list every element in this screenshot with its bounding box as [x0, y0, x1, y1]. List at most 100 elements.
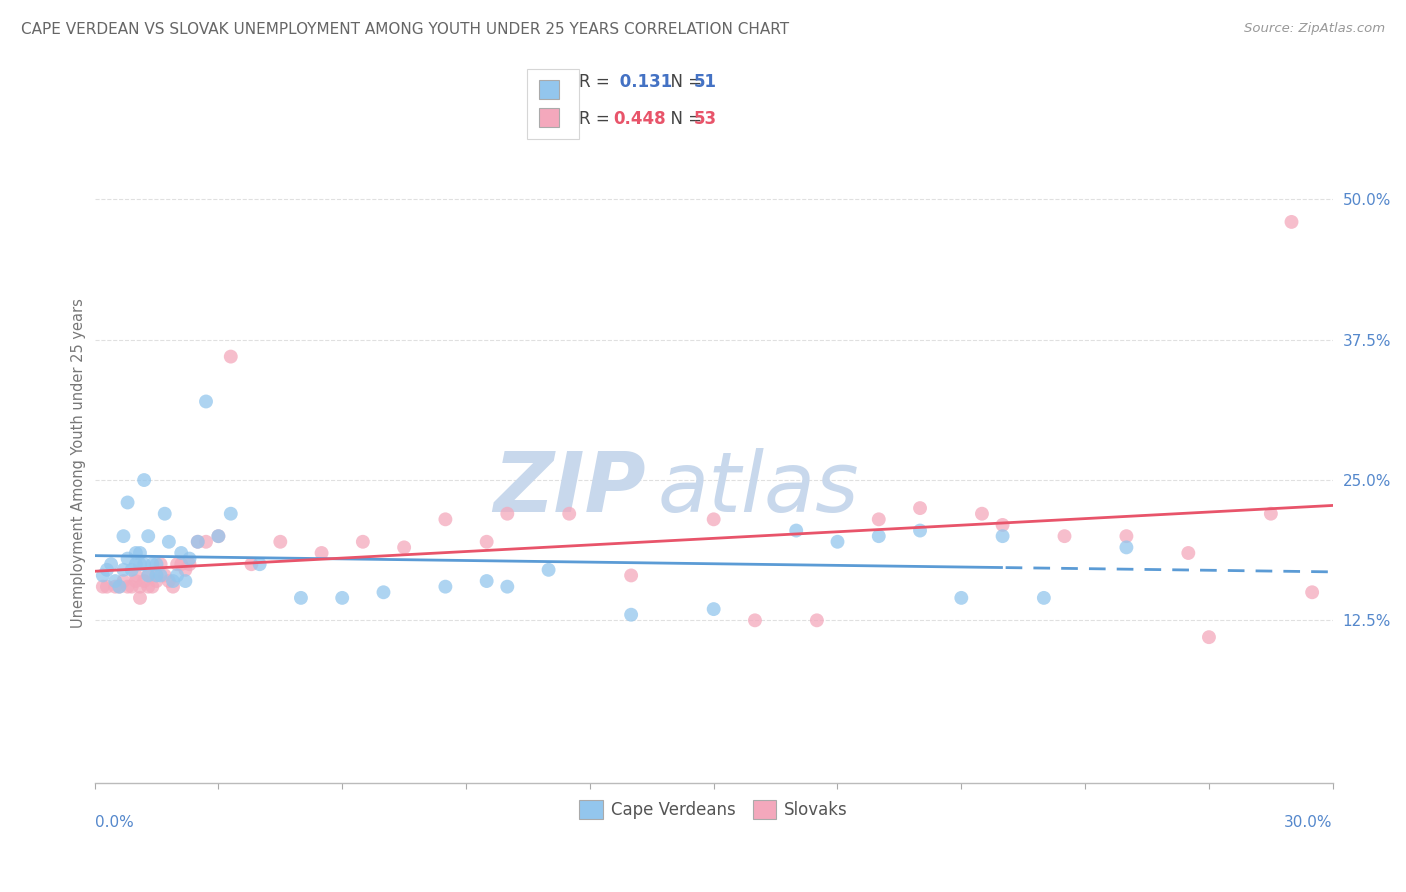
Legend: Cape Verdeans, Slovaks: Cape Verdeans, Slovaks — [572, 793, 855, 826]
Text: 0.448: 0.448 — [614, 111, 666, 128]
Point — [1260, 507, 1282, 521]
Point — [149, 568, 172, 582]
Point — [373, 585, 395, 599]
Point — [136, 580, 159, 594]
Point — [125, 558, 148, 572]
Point — [991, 517, 1014, 532]
Point — [96, 580, 118, 594]
Point — [219, 350, 242, 364]
Point — [104, 574, 127, 588]
Point — [620, 607, 643, 622]
Point — [132, 558, 155, 572]
Text: R =: R = — [579, 73, 614, 91]
Point — [496, 507, 519, 521]
Point — [166, 558, 188, 572]
Point — [129, 558, 152, 572]
Point — [950, 591, 973, 605]
Point — [166, 568, 188, 582]
Point — [1053, 529, 1076, 543]
Point — [290, 591, 312, 605]
Text: 0.131: 0.131 — [614, 73, 672, 91]
Point — [311, 546, 333, 560]
Point — [108, 580, 131, 594]
Point — [1032, 591, 1054, 605]
Text: 51: 51 — [695, 73, 717, 91]
Point — [112, 574, 135, 588]
Text: R =: R = — [579, 111, 614, 128]
Point — [112, 563, 135, 577]
Point — [145, 574, 167, 588]
Point — [162, 574, 184, 588]
Point — [827, 534, 849, 549]
Point — [187, 534, 209, 549]
Point — [145, 568, 167, 582]
Point — [744, 613, 766, 627]
Point — [179, 558, 201, 572]
Text: N =: N = — [659, 73, 707, 91]
Point — [132, 473, 155, 487]
Point — [104, 580, 127, 594]
Point — [434, 580, 457, 594]
Point — [908, 501, 931, 516]
Point — [179, 551, 201, 566]
Point — [153, 568, 176, 582]
Point — [136, 568, 159, 582]
Point — [240, 558, 263, 572]
Point — [132, 574, 155, 588]
Text: 30.0%: 30.0% — [1284, 815, 1333, 830]
Point — [1115, 529, 1137, 543]
Point — [207, 529, 229, 543]
Point — [162, 580, 184, 594]
Point — [112, 529, 135, 543]
Point — [868, 512, 890, 526]
Point — [129, 580, 152, 594]
Point — [157, 574, 180, 588]
Point — [174, 563, 197, 577]
Point — [117, 580, 139, 594]
Text: 0.0%: 0.0% — [94, 815, 134, 830]
Point — [703, 602, 725, 616]
Point — [558, 507, 581, 521]
Point — [496, 580, 519, 594]
Point — [187, 534, 209, 549]
Point — [908, 524, 931, 538]
Point — [91, 568, 114, 582]
Point — [352, 534, 374, 549]
Point — [141, 558, 163, 572]
Point — [219, 507, 242, 521]
Point — [785, 524, 807, 538]
Point — [157, 534, 180, 549]
Point — [1198, 630, 1220, 644]
Point — [145, 568, 167, 582]
Point — [100, 558, 122, 572]
Point — [129, 591, 152, 605]
Point — [868, 529, 890, 543]
Point — [806, 613, 828, 627]
Point — [1115, 541, 1137, 555]
Point — [1177, 546, 1199, 560]
Point — [174, 574, 197, 588]
Point — [145, 558, 167, 572]
Text: CAPE VERDEAN VS SLOVAK UNEMPLOYMENT AMONG YOUTH UNDER 25 YEARS CORRELATION CHART: CAPE VERDEAN VS SLOVAK UNEMPLOYMENT AMON… — [21, 22, 789, 37]
Y-axis label: Unemployment Among Youth under 25 years: Unemployment Among Youth under 25 years — [72, 298, 86, 628]
Point — [129, 546, 152, 560]
Point — [434, 512, 457, 526]
Point — [475, 534, 498, 549]
Point — [207, 529, 229, 543]
Point — [125, 546, 148, 560]
Point — [249, 558, 271, 572]
Point — [703, 512, 725, 526]
Point — [330, 591, 353, 605]
Point — [149, 558, 172, 572]
Point — [136, 529, 159, 543]
Point — [991, 529, 1014, 543]
Text: ZIP: ZIP — [494, 449, 645, 529]
Point — [125, 568, 148, 582]
Point — [1301, 585, 1323, 599]
Point — [141, 580, 163, 594]
Point — [153, 507, 176, 521]
Point — [96, 563, 118, 577]
Point — [170, 546, 193, 560]
Point — [195, 534, 218, 549]
Point — [537, 563, 560, 577]
